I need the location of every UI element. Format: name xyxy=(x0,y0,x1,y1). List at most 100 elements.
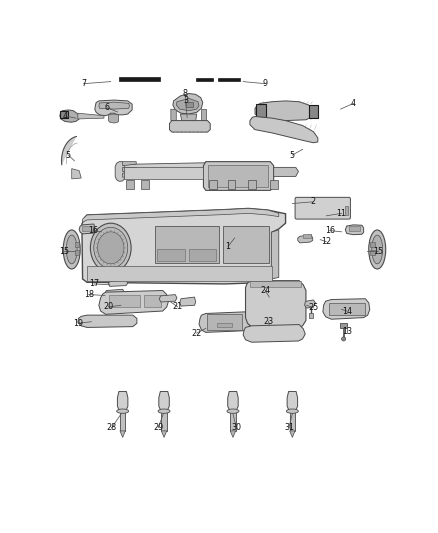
Polygon shape xyxy=(78,315,137,327)
Ellipse shape xyxy=(124,252,125,253)
Ellipse shape xyxy=(123,256,124,257)
Bar xyxy=(371,250,374,255)
Ellipse shape xyxy=(117,409,129,413)
Text: 5: 5 xyxy=(66,150,71,159)
Bar xyxy=(371,241,374,247)
Ellipse shape xyxy=(103,232,104,233)
Bar xyxy=(87,266,272,281)
Polygon shape xyxy=(123,161,136,166)
Polygon shape xyxy=(201,109,206,120)
Bar xyxy=(309,105,318,118)
Polygon shape xyxy=(243,325,305,342)
Text: 11: 11 xyxy=(336,209,346,218)
Ellipse shape xyxy=(124,247,126,248)
Bar xyxy=(207,314,243,330)
Ellipse shape xyxy=(100,235,101,236)
Polygon shape xyxy=(246,281,306,327)
Polygon shape xyxy=(72,168,81,179)
Polygon shape xyxy=(250,117,318,143)
Ellipse shape xyxy=(66,235,77,264)
Bar xyxy=(230,402,236,431)
Ellipse shape xyxy=(117,262,118,263)
Ellipse shape xyxy=(286,409,298,413)
Polygon shape xyxy=(99,290,169,314)
Ellipse shape xyxy=(90,223,131,272)
Bar xyxy=(196,77,212,81)
Ellipse shape xyxy=(342,337,346,341)
Text: 4: 4 xyxy=(63,111,68,120)
Ellipse shape xyxy=(158,409,170,413)
Polygon shape xyxy=(124,166,203,179)
Text: 20: 20 xyxy=(103,302,113,311)
Bar xyxy=(60,111,68,118)
Polygon shape xyxy=(323,298,370,319)
Bar xyxy=(290,402,295,431)
Bar xyxy=(144,295,161,307)
Bar xyxy=(349,225,360,231)
Ellipse shape xyxy=(103,262,104,263)
Bar xyxy=(119,77,160,81)
Ellipse shape xyxy=(123,239,124,240)
Polygon shape xyxy=(176,99,199,111)
Bar xyxy=(109,295,140,307)
Text: 25: 25 xyxy=(308,303,318,312)
Ellipse shape xyxy=(124,243,125,244)
Polygon shape xyxy=(123,167,136,172)
Ellipse shape xyxy=(98,232,124,264)
Text: 19: 19 xyxy=(74,319,84,328)
Polygon shape xyxy=(83,208,279,222)
Polygon shape xyxy=(161,431,167,438)
Text: 21: 21 xyxy=(173,302,183,311)
Polygon shape xyxy=(199,312,251,333)
Text: 28: 28 xyxy=(107,423,117,432)
Polygon shape xyxy=(271,230,279,279)
Ellipse shape xyxy=(227,409,239,413)
Polygon shape xyxy=(126,180,134,189)
Polygon shape xyxy=(95,100,132,116)
Text: 22: 22 xyxy=(191,329,202,338)
Ellipse shape xyxy=(98,256,99,257)
Text: 13: 13 xyxy=(343,327,352,336)
Ellipse shape xyxy=(114,231,115,232)
Text: 1: 1 xyxy=(226,242,230,251)
Text: 2: 2 xyxy=(310,197,315,206)
Ellipse shape xyxy=(114,264,115,265)
Ellipse shape xyxy=(372,235,383,264)
Polygon shape xyxy=(78,113,104,119)
Bar xyxy=(223,227,268,263)
Polygon shape xyxy=(290,431,295,438)
Text: 12: 12 xyxy=(321,237,332,246)
Polygon shape xyxy=(209,180,217,189)
Bar xyxy=(217,322,232,327)
Polygon shape xyxy=(79,224,95,234)
Bar xyxy=(161,402,167,431)
Polygon shape xyxy=(170,120,210,132)
Ellipse shape xyxy=(110,230,111,231)
Polygon shape xyxy=(248,180,256,189)
Bar xyxy=(329,303,365,315)
Polygon shape xyxy=(180,114,197,122)
Text: 3: 3 xyxy=(183,96,188,106)
Bar xyxy=(155,227,219,263)
Polygon shape xyxy=(298,235,313,243)
Polygon shape xyxy=(255,101,314,120)
Text: 30: 30 xyxy=(231,423,241,432)
Ellipse shape xyxy=(369,230,386,269)
Bar xyxy=(156,248,185,261)
Text: 18: 18 xyxy=(84,290,94,299)
Polygon shape xyxy=(180,297,196,306)
Bar xyxy=(256,104,266,117)
Text: 8: 8 xyxy=(183,89,188,98)
Ellipse shape xyxy=(100,260,101,261)
Polygon shape xyxy=(230,431,236,438)
Text: 5: 5 xyxy=(290,150,295,159)
Polygon shape xyxy=(287,391,297,411)
Polygon shape xyxy=(228,180,235,189)
Bar xyxy=(75,250,79,255)
Bar xyxy=(120,402,125,431)
Polygon shape xyxy=(171,109,176,120)
Ellipse shape xyxy=(117,232,118,233)
Text: 4: 4 xyxy=(351,99,356,108)
Polygon shape xyxy=(115,161,124,181)
Text: 24: 24 xyxy=(260,286,270,295)
